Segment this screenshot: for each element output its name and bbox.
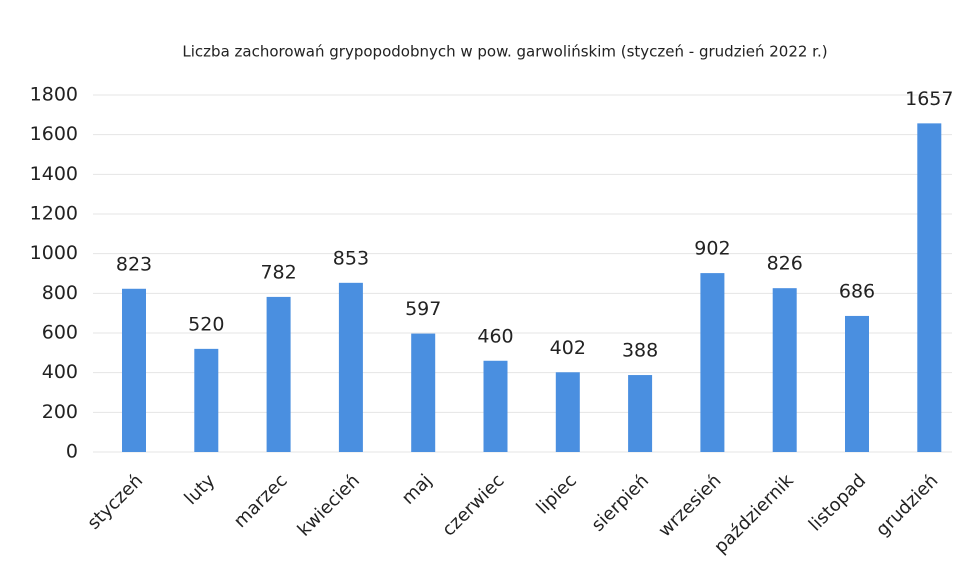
x-tick-label: październik (710, 470, 798, 558)
x-tick-label: maj (398, 470, 437, 509)
bar (411, 333, 436, 452)
value-label: 1657 (905, 88, 953, 110)
y-tick-label: 400 (42, 361, 78, 383)
value-label: 597 (405, 298, 441, 320)
bar (122, 288, 146, 452)
bar (700, 273, 725, 452)
value-label: 402 (550, 337, 586, 359)
bar (772, 288, 797, 452)
x-tick-label: styczeń (83, 470, 147, 534)
y-tick-label: 800 (42, 282, 78, 304)
y-tick-label: 1800 (30, 84, 78, 106)
value-label: 823 (116, 253, 152, 275)
bar (194, 348, 219, 452)
value-label: 388 (622, 340, 658, 362)
value-label: 520 (188, 313, 224, 335)
bar (555, 372, 580, 452)
value-label: 902 (694, 238, 730, 260)
x-tick-label: grudzień (872, 470, 942, 540)
value-label: 460 (477, 325, 513, 347)
bar (917, 123, 942, 452)
y-tick-label: 600 (42, 322, 78, 344)
bar (266, 296, 291, 452)
y-tick-label: 1000 (30, 242, 78, 264)
x-tick-label: listopad (805, 470, 870, 535)
value-label: 782 (260, 261, 296, 283)
x-tick-label: wrzesień (654, 470, 725, 541)
x-tick-label: luty (180, 470, 219, 509)
x-tick-label: lipiec (533, 470, 581, 518)
x-tick-label: kwiecień (294, 470, 364, 540)
chart-title: Liczba zachorowań grypopodobnych w pow. … (182, 43, 827, 61)
value-label: 686 (839, 280, 875, 302)
value-label: 826 (767, 253, 803, 275)
bar (845, 315, 869, 452)
bar (483, 360, 508, 452)
y-tick-label: 1400 (30, 163, 78, 185)
bar (338, 282, 363, 452)
y-tick-label: 1600 (30, 123, 78, 145)
bar (628, 375, 653, 452)
value-label: 853 (333, 247, 369, 269)
y-tick-label: 1200 (30, 203, 78, 225)
x-tick-label: marzec (230, 470, 292, 532)
x-tick-label: czerwiec (438, 470, 508, 540)
y-tick-label: 0 (66, 441, 78, 463)
y-tick-label: 200 (42, 401, 78, 423)
x-tick-label: sierpień (588, 470, 654, 536)
